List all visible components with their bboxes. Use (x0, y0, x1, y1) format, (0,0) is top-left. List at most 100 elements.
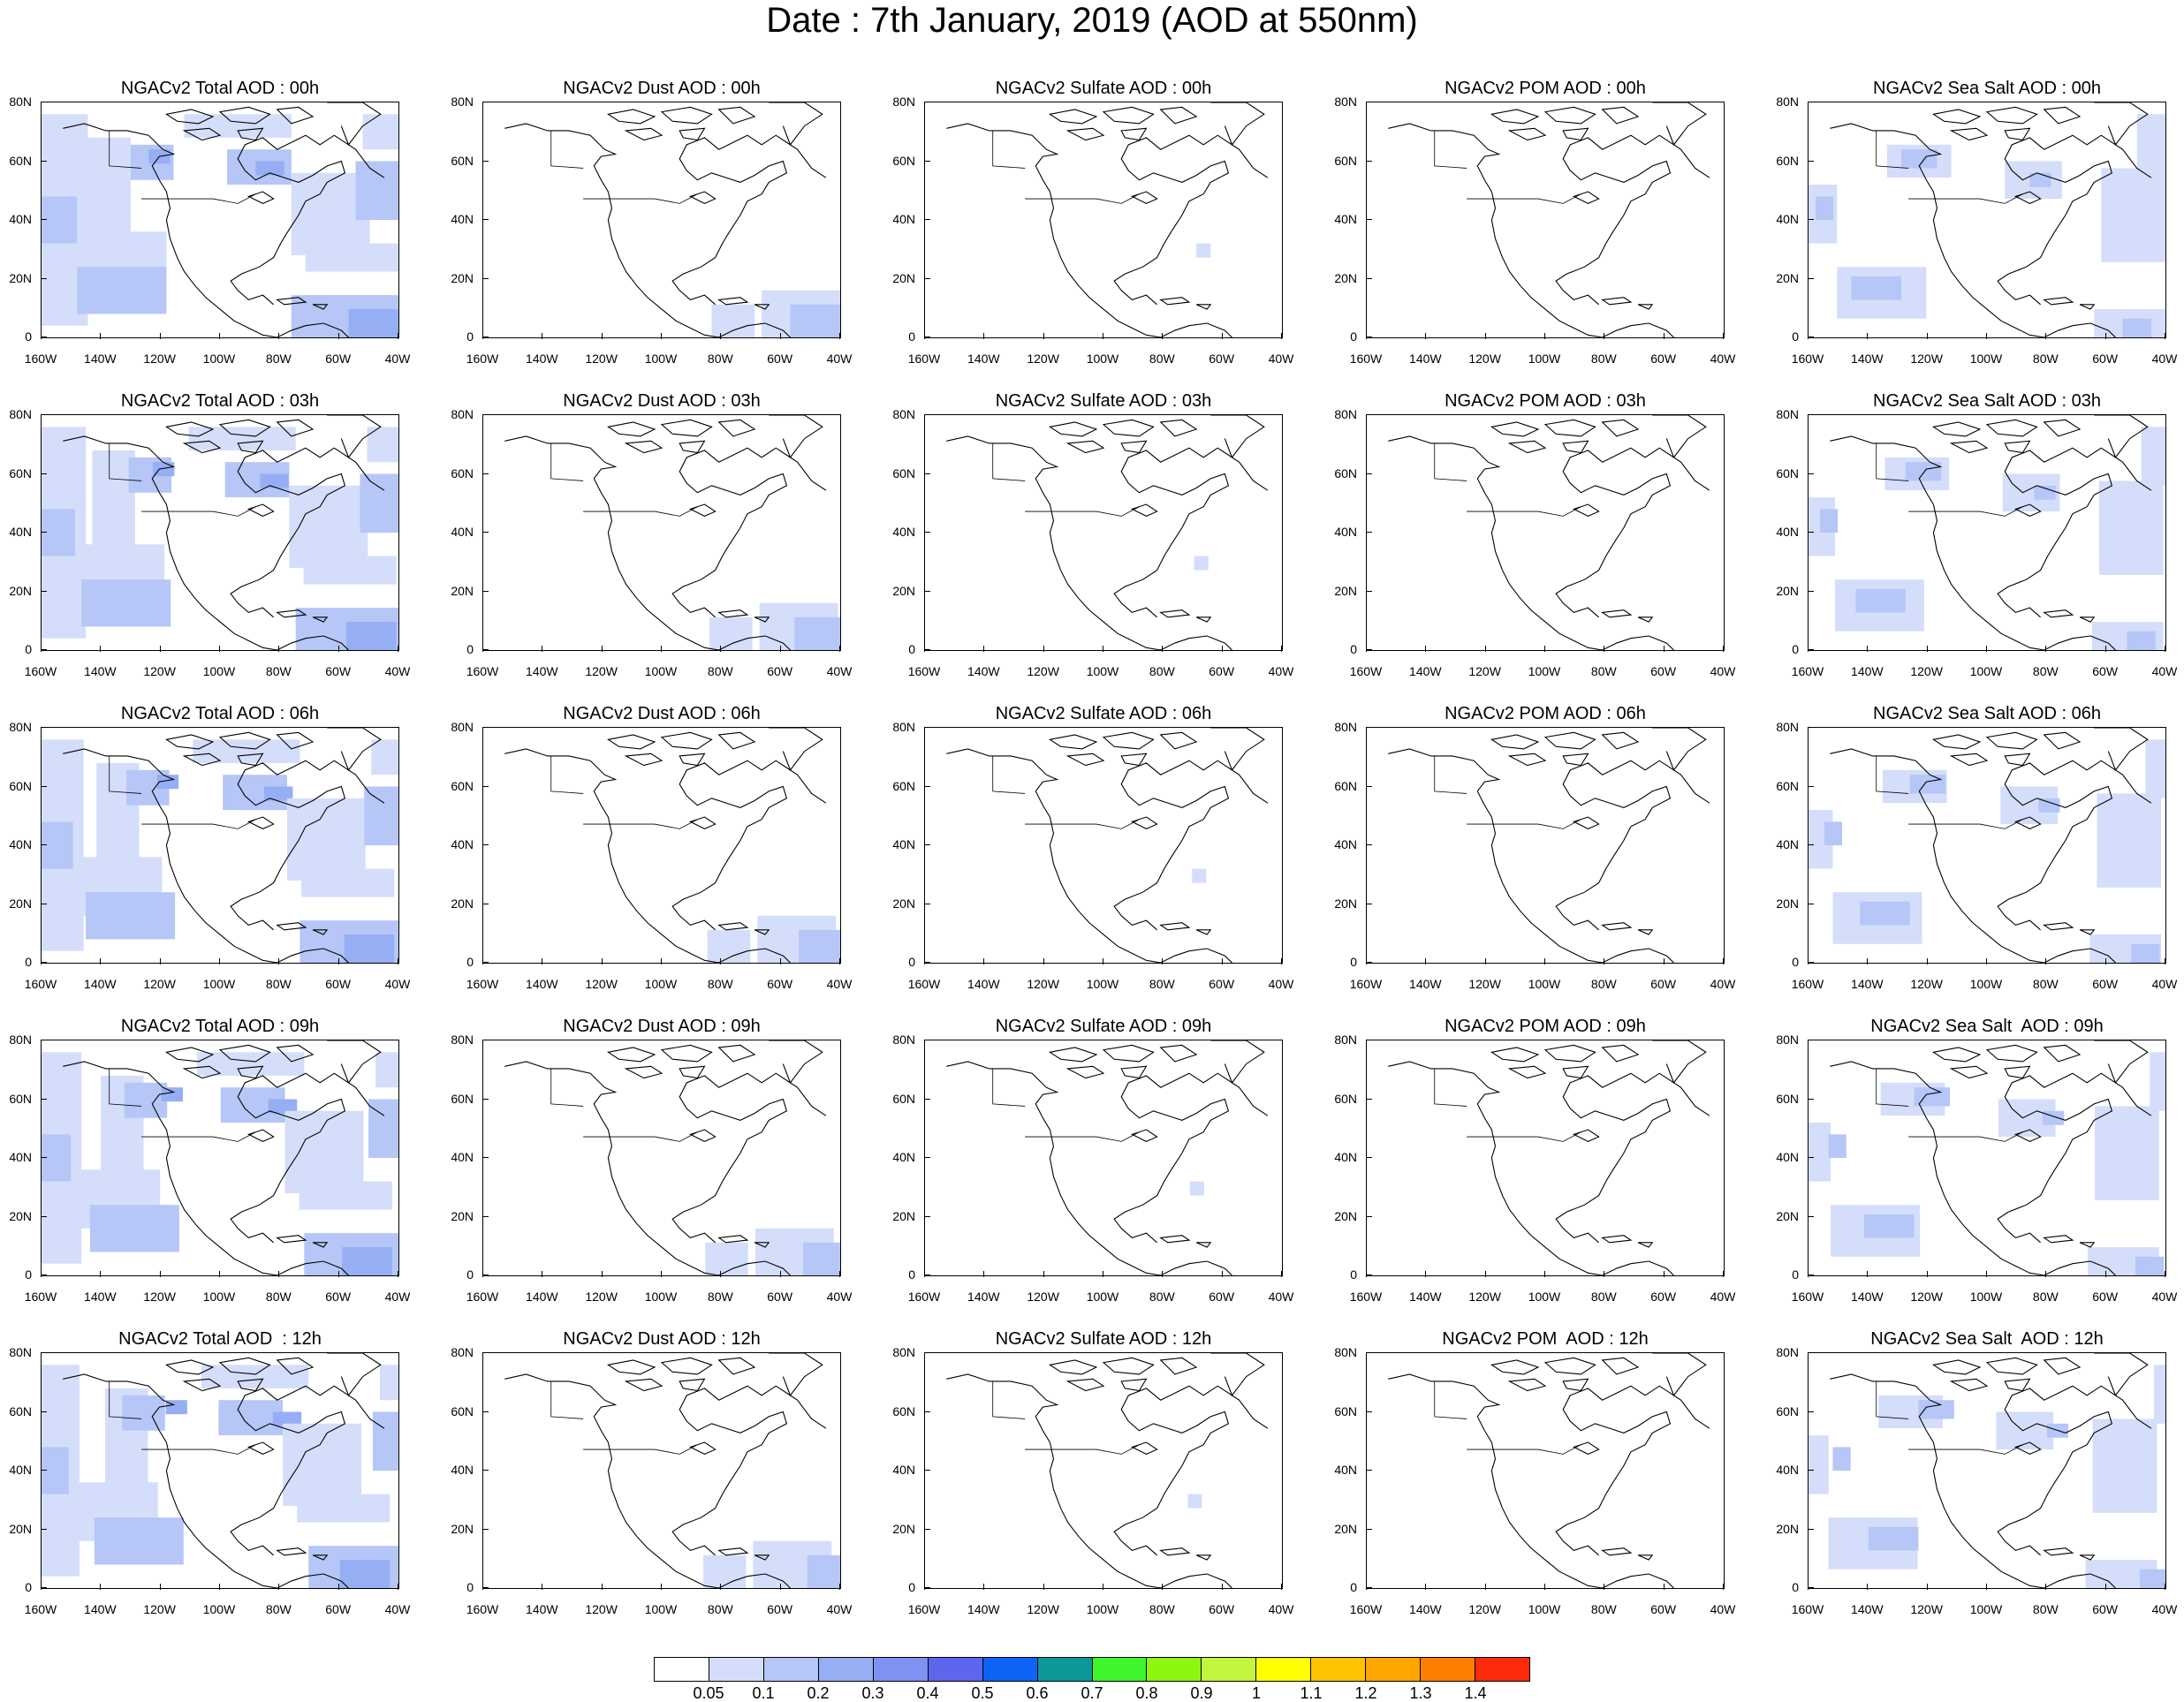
political-border (1908, 819, 2023, 829)
coastline (1830, 748, 2116, 963)
y-tick-label: 80N (892, 1033, 915, 1047)
map-panel-sulfate-4: NGACv2 Sulfate AOD : 12h 80N 60N 40N 20N 0 160… (883, 1328, 1325, 1634)
x-tick (219, 1584, 220, 1590)
y-tick-label: 80N (9, 1033, 32, 1047)
coastline (754, 1242, 770, 1248)
y-tick-label: 80N (892, 407, 915, 421)
x-tick (1663, 333, 1665, 339)
y-tick (1366, 1352, 1372, 1353)
coastline (1931, 734, 1982, 750)
aod-shade-cell (2154, 1365, 2165, 1424)
x-tick (1867, 1584, 1869, 1590)
panel-title: NGACv2 Dust AOD : 12h (563, 1329, 761, 1349)
x-tick-label: 60W (1650, 664, 1677, 678)
coastline (1562, 127, 1589, 141)
x-tick (1425, 333, 1427, 339)
x-tick (1043, 646, 1044, 652)
map-panel-total-1: NGACv2 Total AOD : 03h 80N 60N 40N 20N 0 160W 1… (0, 390, 442, 696)
coastline (769, 102, 823, 146)
coastline (754, 304, 770, 310)
x-tick (1808, 646, 1809, 652)
y-tick (924, 1215, 930, 1217)
aod-shade-cell (799, 929, 840, 963)
x-tick-label: 140W (967, 352, 1000, 366)
y-tick-label: 20N (451, 270, 474, 285)
x-tick (1544, 1271, 1545, 1277)
coastline (754, 929, 770, 935)
coastline (2043, 1235, 2074, 1244)
y-tick-label: 60N (9, 153, 32, 168)
x-tick-label: 60W (767, 1290, 793, 1304)
aod-shade-cell (284, 1110, 364, 1193)
coastline (1159, 922, 1191, 931)
coastline (688, 816, 717, 829)
coastline (246, 1441, 275, 1455)
y-tick-label: 20N (9, 1208, 32, 1223)
x-tick (159, 646, 161, 652)
x-tick-label: 160W (1349, 1290, 1383, 1304)
colorbar-label: 1.4 (1464, 1684, 1487, 1702)
x-tick-label: 160W (907, 352, 941, 366)
coastline (1507, 127, 1547, 141)
map-canvas (504, 1040, 840, 1275)
x-tick-label: 140W (1851, 977, 1884, 991)
coastline (2094, 1353, 2149, 1396)
y-tick (1366, 1528, 1372, 1530)
y-tick-label: 0 (466, 1580, 474, 1594)
x-tick-label: 140W (1409, 1602, 1442, 1616)
x-tick-label: 60W (1650, 977, 1677, 991)
x-tick (1723, 646, 1724, 652)
y-tick (482, 1470, 489, 1471)
x-tick (278, 958, 280, 964)
y-tick (1808, 844, 1814, 845)
aod-shade-cell (153, 462, 175, 477)
x-tick (1366, 958, 1367, 964)
coastline (1997, 760, 2152, 931)
coastline (679, 440, 706, 454)
y-tick-label: 40N (892, 1150, 915, 1164)
y-tick-label: 60N (892, 1091, 915, 1106)
coastline (312, 1242, 329, 1248)
y-tick-label: 0 (1350, 1267, 1357, 1282)
y-tick (1808, 1528, 1814, 1530)
x-tick (720, 1584, 722, 1590)
y-tick (924, 473, 930, 474)
aod-shade-cell (1196, 243, 1211, 258)
x-tick (1986, 646, 1987, 652)
coastline (276, 1357, 315, 1375)
aod-shade-cell (94, 1517, 184, 1565)
x-tick (1808, 1584, 1809, 1590)
coastline (1572, 1129, 1600, 1142)
x-tick-label: 40W (384, 977, 411, 991)
y-tick-label: 40N (1334, 837, 1357, 851)
coastline (1065, 127, 1105, 141)
x-tick-label: 120W (1468, 664, 1501, 678)
colorbar-label: 1.3 (1409, 1684, 1432, 1702)
coastline (1159, 1547, 1191, 1556)
x-tick-label: 100W (644, 664, 678, 678)
x-tick (1663, 646, 1665, 652)
coastline (2043, 419, 2082, 437)
aod-shade-cell (184, 114, 292, 138)
x-tick-label: 160W (907, 664, 941, 678)
x-tick-label: 120W (1468, 1290, 1501, 1304)
map-canvas (946, 728, 1269, 963)
map-canvas (1388, 102, 1710, 337)
political-border (1025, 819, 1140, 829)
aod-shade-cell (218, 1400, 284, 1436)
aod-shade-cell (345, 622, 397, 650)
map-frame (1808, 102, 2166, 338)
map-canvas (1388, 1353, 1710, 1588)
y-tick (41, 1411, 47, 1412)
aod-shade-cell (364, 786, 398, 845)
x-tick (337, 333, 339, 339)
map-canvas (42, 102, 398, 337)
political-border (1908, 1444, 2023, 1455)
colorbar-label: 0.3 (861, 1684, 884, 1702)
x-tick-label: 40W (826, 664, 853, 678)
y-tick-label: 60N (892, 153, 915, 168)
colorbar-label: 0.1 (752, 1684, 775, 1702)
colorbar-swatch (873, 1658, 929, 1681)
x-tick-label: 160W (24, 352, 57, 366)
coastline (688, 1441, 717, 1455)
